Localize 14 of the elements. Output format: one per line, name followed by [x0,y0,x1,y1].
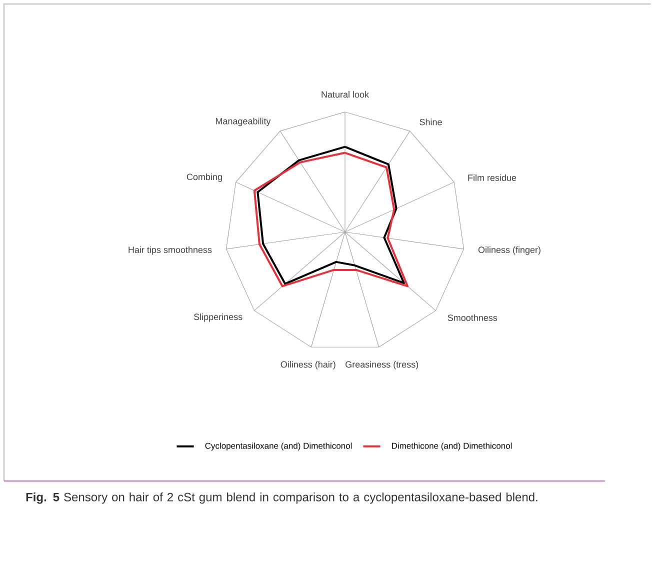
spoke-label: Hair tips smoothness [128,246,212,255]
spoke-label: Smoothness [448,314,498,321]
spoke-label: Natural look [322,91,370,98]
spoke-label: Combing [186,173,222,182]
spoke-label: Oiliness (finger) [478,246,540,255]
spoke-label: Oiliness (hair) [280,361,336,370]
spoke-label: Shine [420,118,442,126]
legend-label: Dimethicone (and) Dimethiconol [392,442,512,450]
spoke-label: Manageability [216,118,271,126]
text: Fig. 5 Sensory on hair of 2 cSt gum blend in comparison to a cyclopentasiloxane-based blend. [26,492,538,504]
spoke-label: Greasiness (tress) [346,361,418,370]
legend-label: Cyclopentasiloxane (and) Dimethiconol [205,442,352,450]
spoke-label: Slipperiness [194,313,242,322]
spoke-label: Film residue [468,174,516,181]
